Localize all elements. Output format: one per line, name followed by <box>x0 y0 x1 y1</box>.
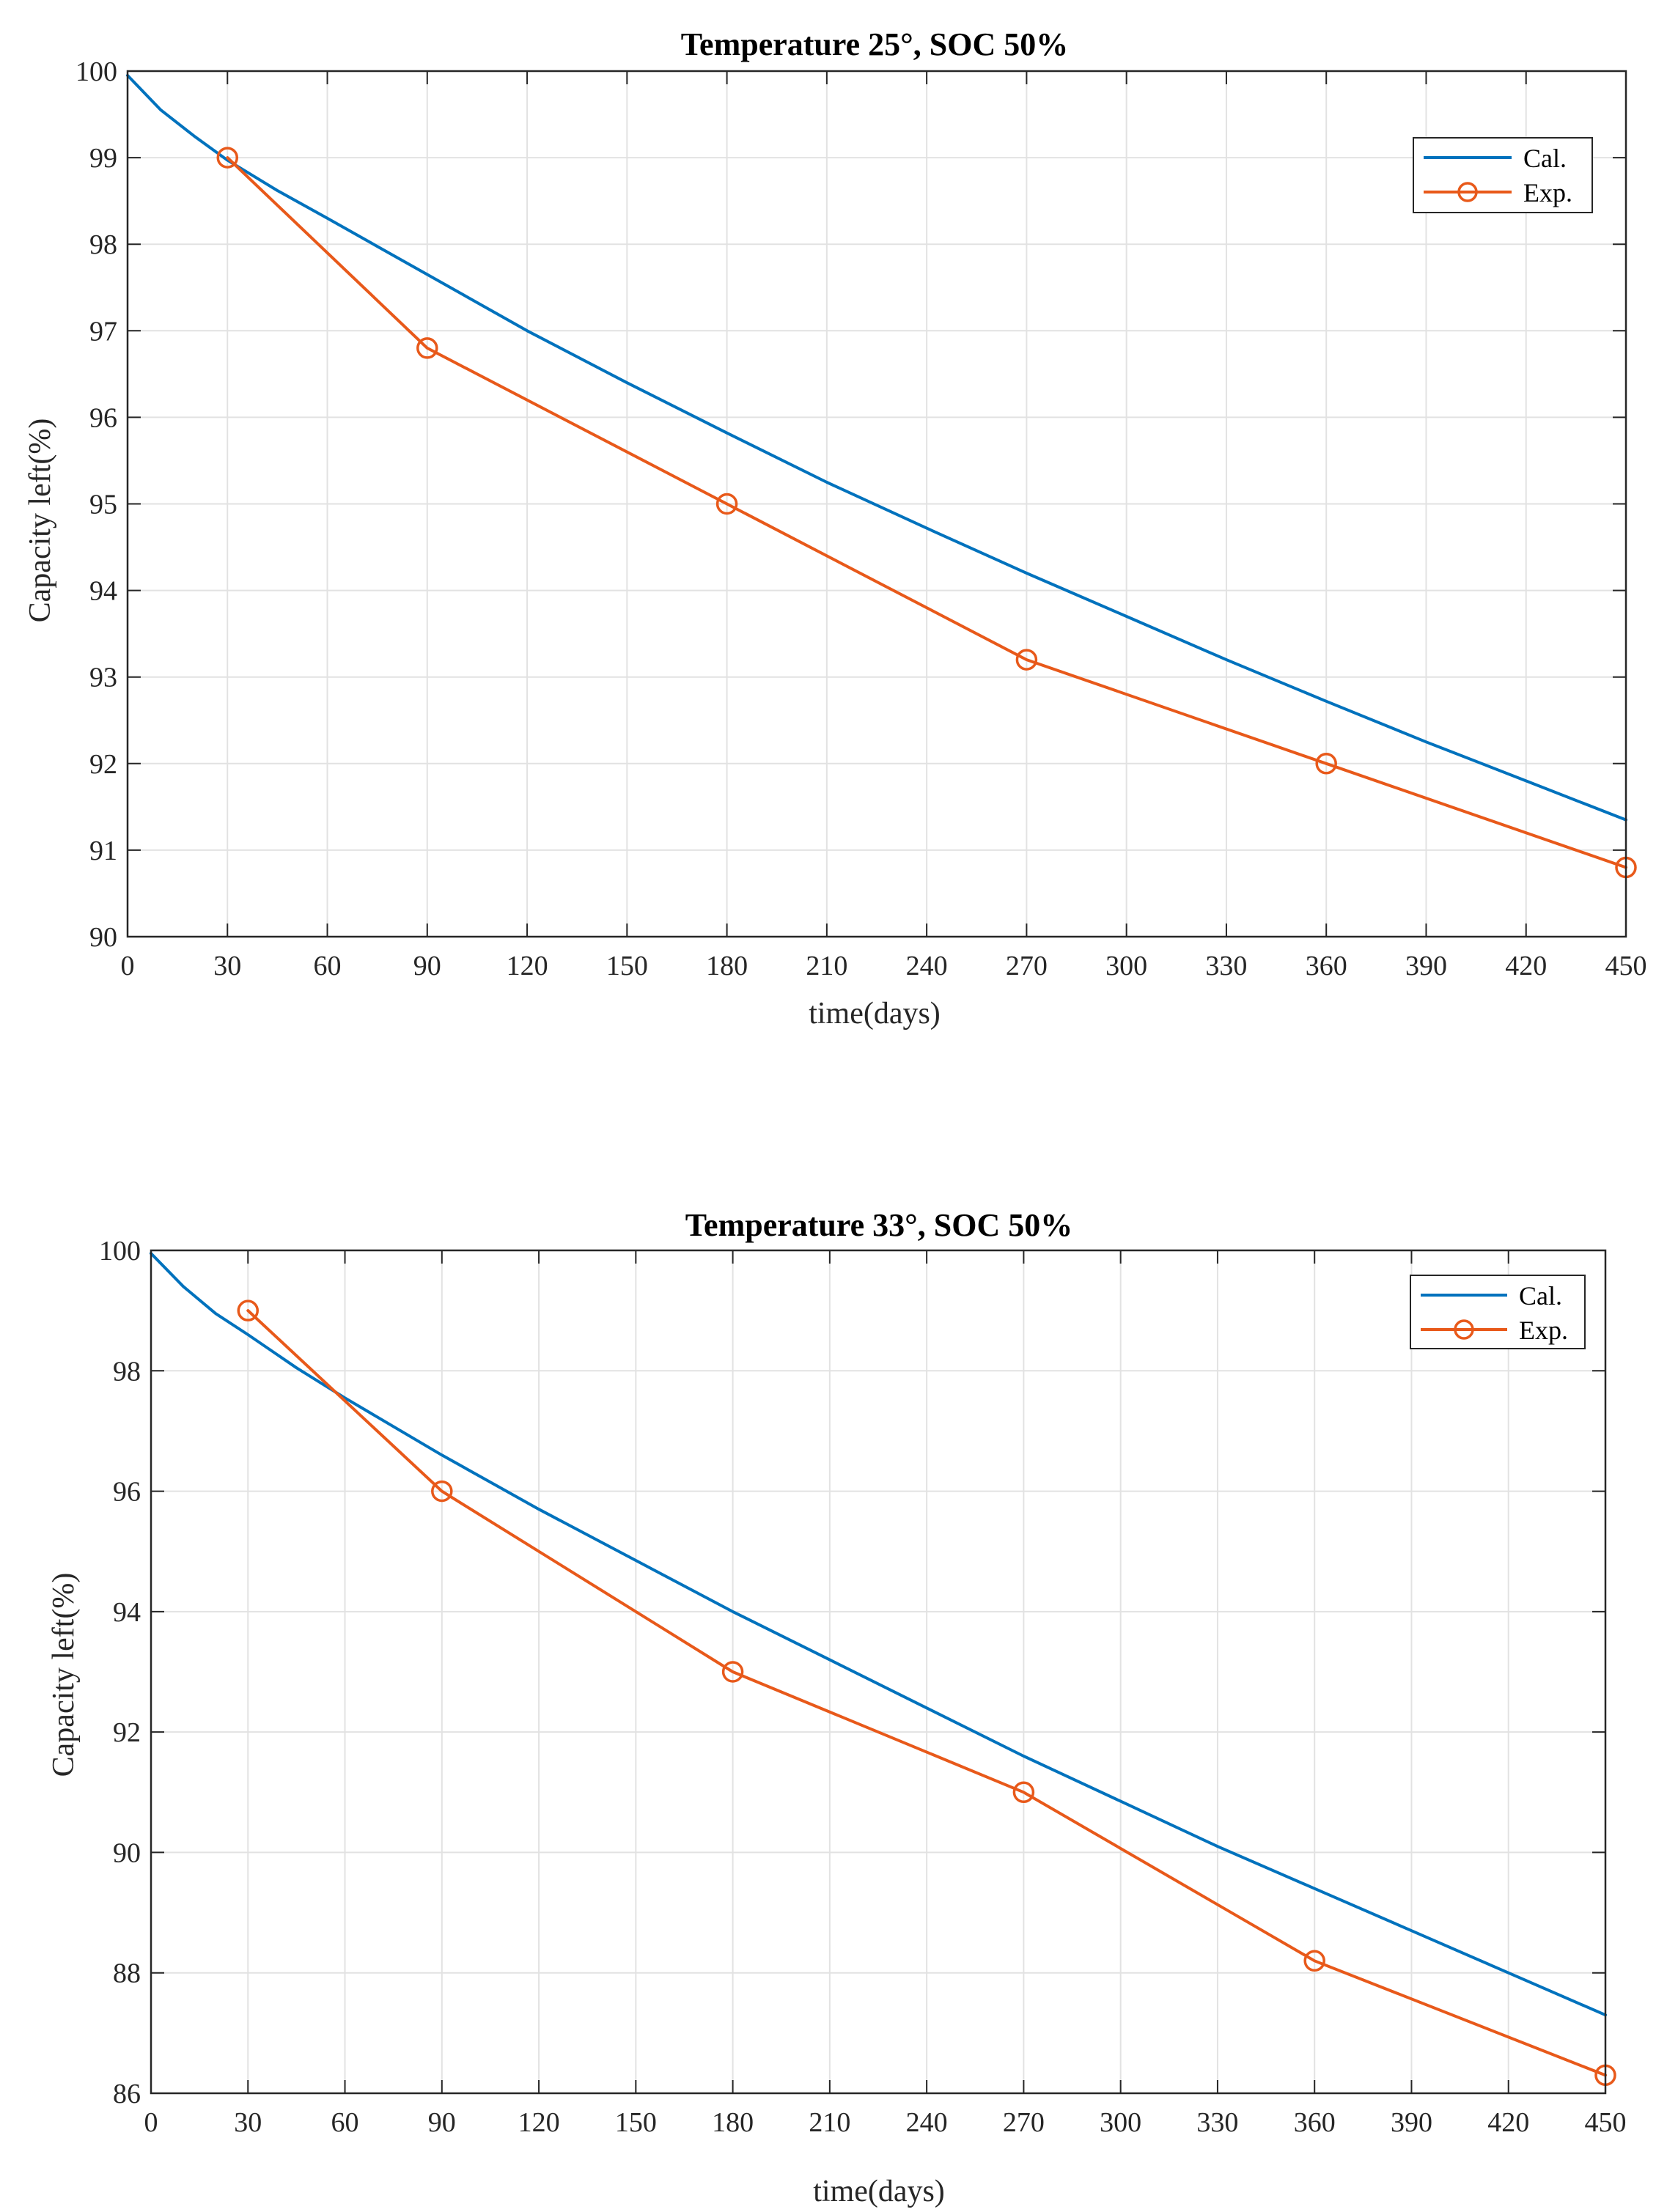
legend-box <box>1410 1275 1586 1349</box>
axes-box <box>150 1249 1607 2095</box>
y-tick-label: 97 <box>89 316 117 347</box>
y-tick-label: 96 <box>89 402 117 433</box>
x-tick-label: 240 <box>906 951 948 981</box>
x-tick-label: 240 <box>906 2107 948 2138</box>
x-tick-label: 150 <box>615 2107 657 2138</box>
legend-label-cal: Cal. <box>1519 1281 1562 1310</box>
x-tick-label: 270 <box>1003 2107 1045 2138</box>
legend-label-exp: Exp. <box>1523 178 1572 207</box>
legend: Cal. Exp. <box>1413 137 1593 213</box>
y-tick-label: 100 <box>76 56 117 87</box>
legend-box <box>1413 137 1593 213</box>
y-axis-label: Capacity left(%) <box>23 419 57 623</box>
x-tick-label: 180 <box>712 2107 754 2138</box>
y-tick-label: 88 <box>113 1958 141 1989</box>
x-tick-label: 420 <box>1487 2107 1529 2138</box>
exp-series-line <box>226 156 1627 869</box>
cal-series-line <box>126 73 1627 822</box>
y-tick-label: 92 <box>89 749 117 780</box>
legend-label-exp: Exp. <box>1519 1316 1568 1345</box>
chart-bottom: Temperature 33°, SOC 50% time(days) Capa… <box>47 1207 1627 2208</box>
x-tick-label: 330 <box>1205 951 1247 981</box>
y-tick-label: 96 <box>113 1477 141 1508</box>
x-tick-label: 420 <box>1505 951 1547 981</box>
x-tick-label: 0 <box>121 951 135 981</box>
x-tick-label: 30 <box>213 951 241 981</box>
plot-area: 0 30 60 90 120 150 180 210 240 270 300 330 360 390 420… <box>76 56 1647 981</box>
x-tick-label: 300 <box>1105 951 1147 981</box>
y-tick-label: 98 <box>89 229 117 260</box>
x-axis-label: time(days) <box>813 2175 945 2208</box>
exp-data-point <box>1015 649 1038 671</box>
y-tick-label: 92 <box>113 1717 141 1748</box>
x-tick-label: 120 <box>518 2107 560 2138</box>
exp-data-point <box>1303 1950 1325 1972</box>
x-tick-label: 60 <box>331 2107 359 2138</box>
x-tick-label: 210 <box>806 951 847 981</box>
legend-label-cal: Cal. <box>1523 144 1567 173</box>
x-tick-label: 330 <box>1196 2107 1238 2138</box>
x-tick-label: 90 <box>413 951 441 981</box>
y-tick-label: 98 <box>113 1356 141 1387</box>
exp-data-point <box>1315 753 1337 775</box>
x-tick-label: 360 <box>1294 2107 1336 2138</box>
legend-marker-exp <box>1457 182 1478 202</box>
y-tick-label: 90 <box>113 1837 141 1868</box>
x-tick-label: 390 <box>1391 2107 1432 2138</box>
y-tick-label: 90 <box>89 922 117 953</box>
x-tick-label: 210 <box>809 2107 850 2138</box>
legend-marker-exp <box>1454 1319 1474 1340</box>
exp-data-point <box>721 1661 744 1683</box>
exp-data-point <box>1012 1781 1035 1804</box>
x-tick-label: 390 <box>1405 951 1447 981</box>
x-tick-label: 300 <box>1100 2107 1141 2138</box>
exp-data-point <box>216 147 239 169</box>
y-tick-label: 99 <box>89 143 117 174</box>
x-tick-label: 60 <box>314 951 342 981</box>
x-tick-label: 450 <box>1585 2107 1627 2138</box>
y-tick-label: 91 <box>89 836 117 866</box>
x-tick-label: 450 <box>1605 951 1647 981</box>
x-tick-label: 90 <box>428 2107 456 2138</box>
x-tick-label: 180 <box>706 951 748 981</box>
y-tick-label: 100 <box>99 1236 141 1267</box>
legend: Cal. Exp. <box>1410 1275 1586 1349</box>
axes-box <box>126 70 1627 938</box>
y-tick-label: 95 <box>89 490 117 520</box>
y-axis-label: Capacity left(%) <box>47 1573 81 1777</box>
x-tick-label: 150 <box>606 951 648 981</box>
x-tick-label: 360 <box>1306 951 1347 981</box>
x-tick-label: 30 <box>234 2107 262 2138</box>
plot-area: 0 30 60 90 120 150 180 210 240 270 300 330 360 390 420… <box>99 1236 1627 2138</box>
chart-title: Temperature 25°, SOC 50% <box>681 26 1068 62</box>
y-tick-label: 93 <box>89 663 117 693</box>
exp-data-point <box>237 1299 260 1321</box>
y-tick-label: 86 <box>113 2079 141 2109</box>
x-axis-label: time(days) <box>809 997 941 1031</box>
y-tick-label: 94 <box>89 576 117 607</box>
exp-data-point <box>416 337 438 359</box>
exp-data-point <box>715 493 738 515</box>
x-tick-label: 120 <box>507 951 548 981</box>
exp-data-point <box>431 1480 453 1503</box>
cal-series-line <box>150 1252 1607 2017</box>
chart-title: Temperature 33°, SOC 50% <box>685 1207 1072 1243</box>
x-tick-label: 0 <box>144 2107 158 2138</box>
exp-series-line <box>246 1309 1607 2077</box>
chart-top: Temperature 25°, SOC 50% time(days) Capa… <box>23 26 1647 1031</box>
plot-background <box>151 1250 1605 2093</box>
x-tick-label: 270 <box>1006 951 1048 981</box>
y-tick-label: 94 <box>113 1597 141 1628</box>
